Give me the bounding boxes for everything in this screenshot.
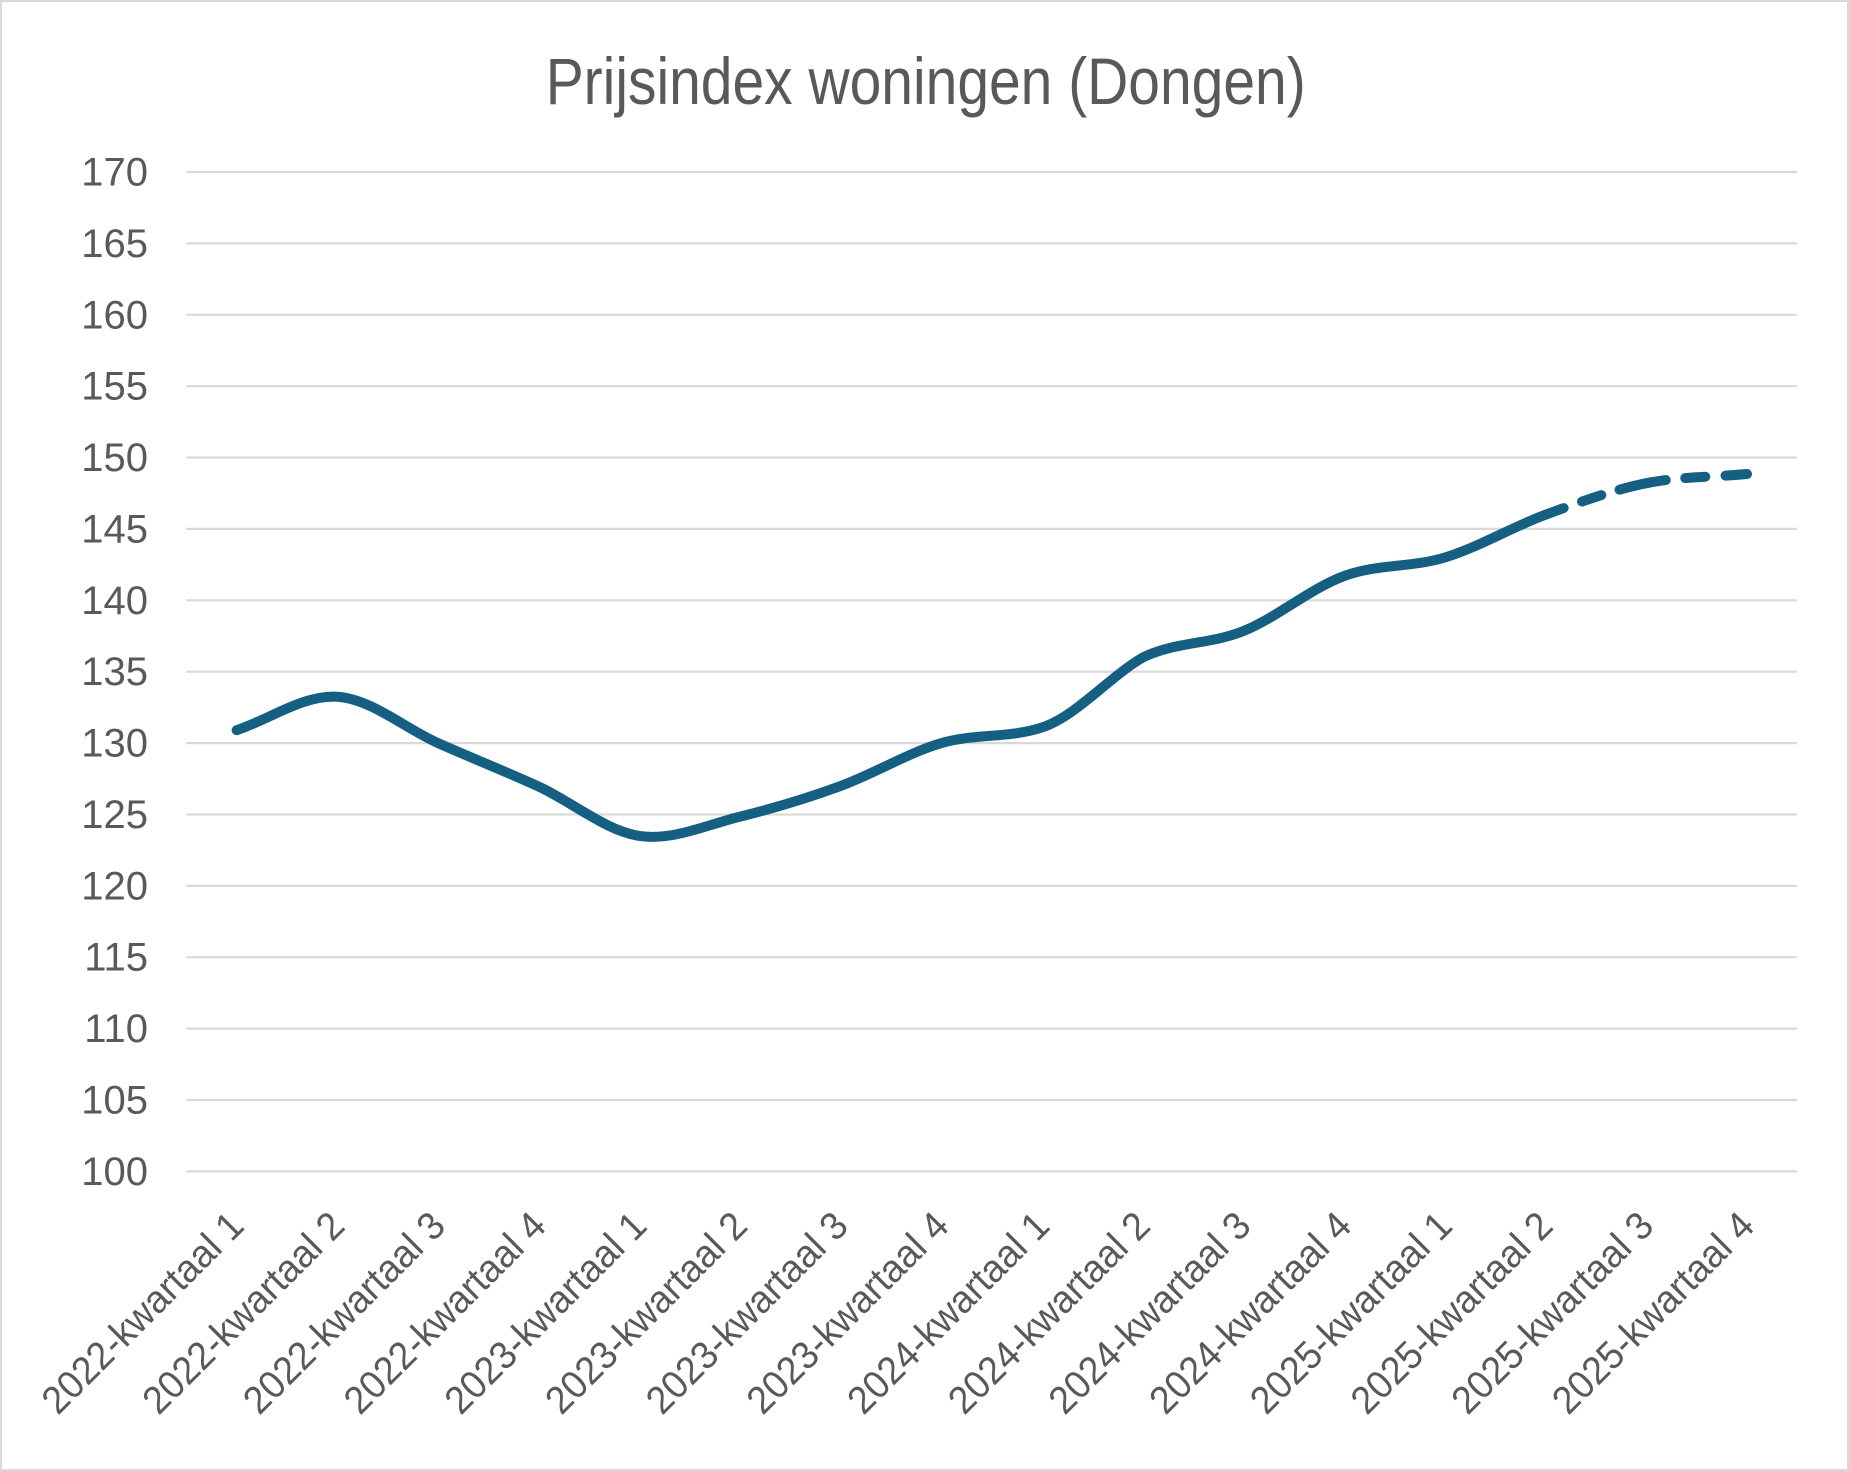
svg-text:125: 125: [81, 793, 148, 837]
svg-text:115: 115: [84, 936, 148, 980]
svg-text:150: 150: [81, 436, 148, 480]
svg-text:145: 145: [81, 507, 148, 551]
svg-text:155: 155: [81, 365, 148, 409]
svg-text:130: 130: [81, 722, 148, 766]
svg-text:140: 140: [81, 579, 148, 623]
svg-text:165: 165: [81, 222, 148, 266]
svg-text:Prijsindex woningen (Dongen): Prijsindex woningen (Dongen): [546, 44, 1306, 118]
svg-text:105: 105: [81, 1079, 148, 1123]
svg-text:110: 110: [84, 1007, 148, 1051]
svg-text:120: 120: [81, 864, 148, 908]
svg-text:160: 160: [81, 293, 148, 337]
svg-text:170: 170: [81, 151, 148, 195]
svg-text:135: 135: [81, 650, 148, 694]
svg-text:100: 100: [81, 1150, 148, 1194]
